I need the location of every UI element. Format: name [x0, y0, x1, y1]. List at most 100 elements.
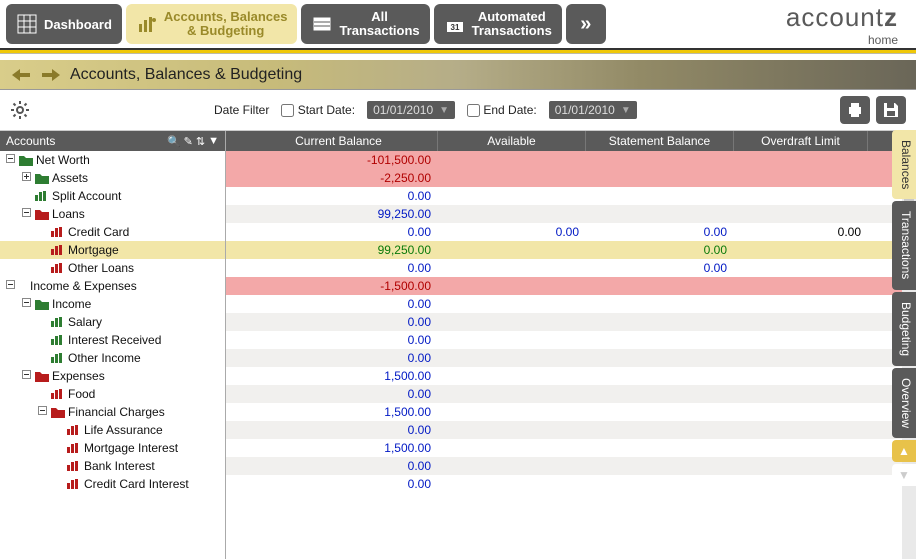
grid-cell[interactable]: -101,500.00 [240, 153, 438, 167]
expand-toggle[interactable] [20, 298, 32, 310]
grid-row[interactable]: 1,500.00 [226, 403, 916, 421]
sidetab-down[interactable]: ▼ [892, 464, 916, 486]
tree-row[interactable]: Salary [0, 313, 225, 331]
grid-row[interactable]: 0.00 [226, 313, 916, 331]
tree-row[interactable]: Income [0, 295, 225, 313]
tree-row[interactable]: Food [0, 385, 225, 403]
tree-row[interactable]: Life Assurance [0, 421, 225, 439]
col-available[interactable]: Available [438, 131, 586, 151]
ledger-icon [51, 227, 65, 237]
grid-cell[interactable]: 0.00 [240, 225, 438, 239]
tree-row[interactable]: Financial Charges [0, 403, 225, 421]
grid-row[interactable]: 0.00 [226, 331, 916, 349]
sidetab-balances[interactable]: Balances [892, 130, 916, 199]
start-date-check[interactable]: Start Date: [281, 103, 355, 117]
col-statement-balance[interactable]: Statement Balance [586, 131, 734, 151]
nav-more[interactable]: » [566, 4, 606, 44]
tree-row[interactable]: Interest Received [0, 331, 225, 349]
grid-row[interactable]: 0.00 [226, 457, 916, 475]
grid-cell[interactable]: 1,500.00 [240, 369, 438, 383]
expand-toggle[interactable] [20, 208, 32, 220]
sidetab-budgeting[interactable]: Budgeting [892, 292, 916, 366]
print-button[interactable] [840, 96, 870, 124]
grid-cell[interactable]: 0.00 [586, 261, 734, 275]
tree-row[interactable]: Net Worth [0, 151, 225, 169]
save-button[interactable] [876, 96, 906, 124]
tree-row[interactable]: Other Loans [0, 259, 225, 277]
grid-row[interactable]: 0.00 0.00 [226, 259, 916, 277]
grid-row[interactable]: 1,500.00 [226, 439, 916, 457]
grid-cell[interactable]: 0.00 [240, 297, 438, 311]
nav-automated[interactable]: 31 Automated Transactions [434, 4, 562, 44]
grid-row[interactable]: 99,250.00 [226, 205, 916, 223]
grid-row[interactable]: 0.00 [226, 295, 916, 313]
grid-cell[interactable]: 1,500.00 [240, 441, 438, 455]
start-date-picker[interactable]: 01/01/2010▼ [367, 101, 455, 119]
grid-cell[interactable]: -1,500.00 [240, 279, 438, 293]
tree-row[interactable]: Bank Interest [0, 457, 225, 475]
sidetab-up[interactable]: ▲ [892, 440, 916, 462]
tree-row[interactable]: Assets [0, 169, 225, 187]
expand-toggle[interactable] [36, 406, 48, 418]
grid-cell[interactable]: 0.00 [586, 225, 734, 239]
tree-row[interactable]: Split Account [0, 187, 225, 205]
tree-row[interactable]: Income & Expenses [0, 277, 225, 295]
grid-row[interactable]: 0.00 [226, 385, 916, 403]
end-date-picker[interactable]: 01/01/2010▼ [549, 101, 637, 119]
col-overdraft-limit[interactable]: Overdraft Limit [734, 131, 868, 151]
search-icon[interactable]: 🔍 [167, 135, 181, 148]
end-date-check[interactable]: End Date: [467, 103, 537, 117]
grid-cell[interactable]: 0.00 [240, 261, 438, 275]
grid-cell[interactable]: 1,500.00 [240, 405, 438, 419]
back-button[interactable] [10, 66, 32, 84]
sidetab-transactions[interactable]: Transactions [892, 201, 916, 289]
sidetab-overview[interactable]: Overview [892, 368, 916, 438]
grid-body[interactable]: -101,500.00-2,250.000.0099,250.000.000.0… [226, 151, 916, 559]
grid-row[interactable]: 99,250.00 0.00 [226, 241, 916, 259]
expand-toggle[interactable] [20, 370, 32, 382]
tree-row[interactable]: Mortgage [0, 241, 225, 259]
nav-accounts[interactable]: Accounts, Balances & Budgeting [126, 4, 298, 44]
tree-row[interactable]: Other Income [0, 349, 225, 367]
grid-row[interactable]: -101,500.00 [226, 151, 916, 169]
edit-icon[interactable]: ✎ [184, 135, 193, 148]
grid-cell[interactable]: 0.00 [438, 225, 586, 239]
expand-toggle[interactable] [20, 172, 32, 184]
nav-all-transactions[interactable]: All Transactions [301, 4, 429, 44]
grid-row[interactable]: 0.00 [226, 475, 916, 493]
tree-row[interactable]: Loans [0, 205, 225, 223]
grid-row[interactable]: 0.00 [226, 187, 916, 205]
grid-cell[interactable]: 0.00 [240, 423, 438, 437]
grid-cell[interactable]: 0.00 [240, 459, 438, 473]
expand-toggle[interactable] [4, 280, 16, 292]
grid-cell[interactable]: 99,250.00 [240, 207, 438, 221]
grid-row[interactable]: 1,500.00 [226, 367, 916, 385]
grid-row[interactable]: -2,250.00 [226, 169, 916, 187]
tree-row[interactable]: Credit Card [0, 223, 225, 241]
nav-dashboard[interactable]: Dashboard [6, 4, 122, 44]
tree-row[interactable]: Credit Card Interest [0, 475, 225, 493]
forward-button[interactable] [40, 66, 62, 84]
grid-cell[interactable]: 0.00 [240, 477, 438, 491]
tree-row[interactable]: Expenses [0, 367, 225, 385]
accounts-tree[interactable]: Net WorthAssetsSplit AccountLoansCredit … [0, 151, 225, 559]
grid-cell[interactable]: 0.00 [240, 387, 438, 401]
sort-icon[interactable]: ⇅ [196, 135, 205, 148]
grid-cell[interactable]: 0.00 [734, 225, 868, 239]
filter-icon[interactable]: ▼ [208, 135, 219, 148]
grid-cell[interactable]: 0.00 [240, 333, 438, 347]
gear-icon[interactable] [10, 100, 30, 120]
tree-row[interactable]: Mortgage Interest [0, 439, 225, 457]
grid-cell[interactable]: 0.00 [240, 315, 438, 329]
grid-cell[interactable]: 0.00 [240, 351, 438, 365]
grid-cell[interactable]: 99,250.00 [240, 243, 438, 257]
col-current-balance[interactable]: Current Balance [240, 131, 438, 151]
expand-toggle[interactable] [4, 154, 16, 166]
grid-row[interactable]: -1,500.00 [226, 277, 916, 295]
grid-cell[interactable]: 0.00 [586, 243, 734, 257]
grid-cell[interactable]: -2,250.00 [240, 171, 438, 185]
grid-row[interactable]: 0.00 [226, 421, 916, 439]
grid-row[interactable]: 0.000.000.000.00 [226, 223, 916, 241]
grid-cell[interactable]: 0.00 [240, 189, 438, 203]
grid-row[interactable]: 0.00 [226, 349, 916, 367]
